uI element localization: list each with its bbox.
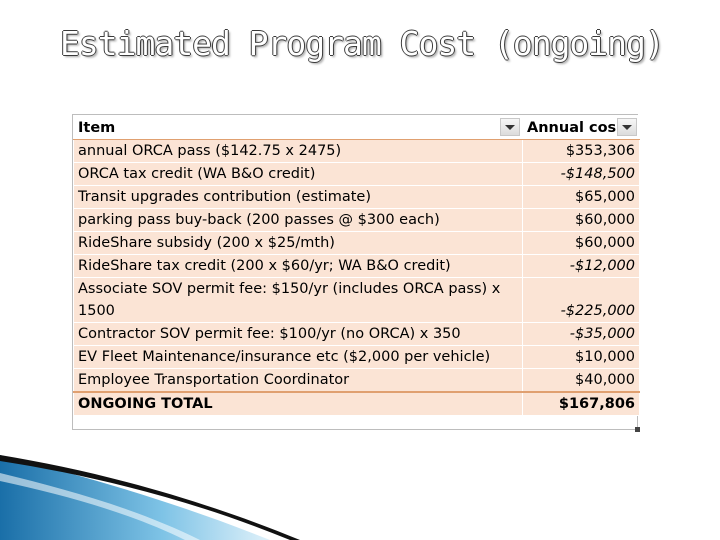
row-amount: -$148,500 <box>522 162 640 186</box>
cost-table: Item Annual cos annual ORCA pass ($142.7… <box>73 115 640 416</box>
row-item: parking pass buy-back (200 passes @ $300… <box>73 208 523 232</box>
row-amount: $353,306 <box>522 139 640 163</box>
table-row: Employee Transportation Coordinator $40,0… <box>73 368 640 393</box>
row-item: Contractor SOV permit fee: $100/yr (no O… <box>73 322 523 346</box>
header-annual-cost: Annual cos <box>522 115 640 140</box>
row-item: Associate SOV permit fee: $150/yr (inclu… <box>73 277 523 323</box>
table-row: ORCA tax credit (WA B&O credit) -$148,500 <box>73 162 640 186</box>
header-annual-cost-label: Annual cos <box>527 120 617 136</box>
row-amount: $65,000 <box>522 185 640 209</box>
row-item: Transit upgrades contribution (estimate) <box>73 185 523 209</box>
total-amount: $167,806 <box>522 391 640 416</box>
header-item-label: Item <box>78 120 116 136</box>
row-item: ORCA tax credit (WA B&O credit) <box>73 162 523 186</box>
row-amount: -$12,000 <box>522 254 640 278</box>
filter-dropdown-icon[interactable] <box>617 118 637 136</box>
table-row: Contractor SOV permit fee: $100/yr (no O… <box>73 322 640 346</box>
decorative-swoosh <box>0 455 300 540</box>
table-row: Transit upgrades contribution (estimate)… <box>73 185 640 209</box>
row-item: Employee Transportation Coordinator <box>73 368 523 393</box>
row-amount: $60,000 <box>522 231 640 255</box>
total-label: ONGOING TOTAL <box>73 391 523 416</box>
slide-title: Estimated Program Cost (ongoing) <box>60 24 665 63</box>
row-item: RideShare subsidy (200 x $25/mth) <box>73 231 523 255</box>
row-amount: $60,000 <box>522 208 640 232</box>
row-item: EV Fleet Maintenance/insurance etc ($2,0… <box>73 345 523 369</box>
row-amount: $10,000 <box>522 345 640 369</box>
row-amount: $40,000 <box>522 368 640 393</box>
table-row: RideShare tax credit (200 x $60/yr; WA B… <box>73 254 640 278</box>
row-item: annual ORCA pass ($142.75 x 2475) <box>73 139 523 163</box>
table-row: RideShare subsidy (200 x $25/mth) $60,000 <box>73 231 640 255</box>
total-row: ONGOING TOTAL $167,806 <box>73 391 640 416</box>
header-row: Item Annual cos <box>73 115 640 140</box>
row-amount: -$225,000 <box>522 277 640 323</box>
row-amount: -$35,000 <box>522 322 640 346</box>
table-row: parking pass buy-back (200 passes @ $300… <box>73 208 640 232</box>
table-row: annual ORCA pass ($142.75 x 2475) $353,30… <box>73 139 640 163</box>
table-row: EV Fleet Maintenance/insurance etc ($2,0… <box>73 345 640 369</box>
filter-dropdown-icon[interactable] <box>500 118 520 136</box>
row-item: RideShare tax credit (200 x $60/yr; WA B… <box>73 254 523 278</box>
resize-handle[interactable] <box>635 427 640 432</box>
table-row: Associate SOV permit fee: $150/yr (inclu… <box>73 277 640 323</box>
header-item: Item <box>73 115 523 140</box>
cost-table-container: Item Annual cos annual ORCA pass ($142.7… <box>72 114 640 432</box>
